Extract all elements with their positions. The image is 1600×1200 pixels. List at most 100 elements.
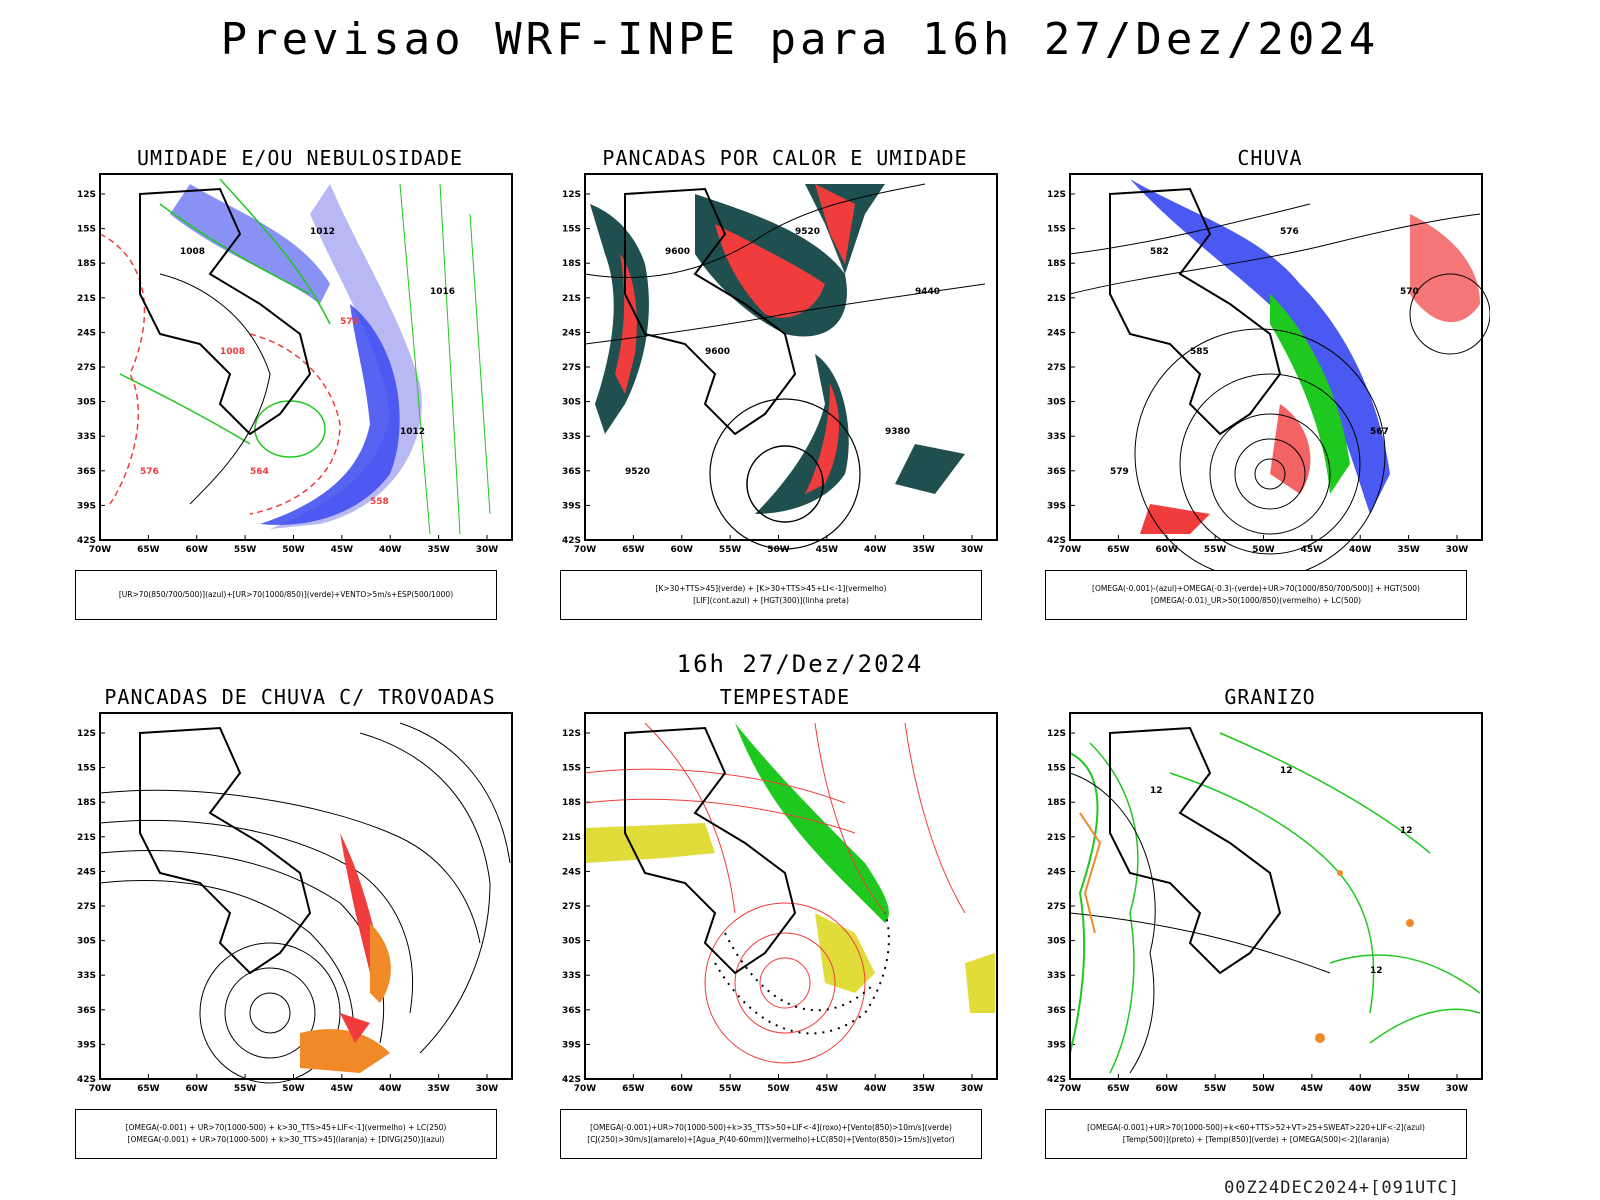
lon-tick-label: 30W [476, 1084, 499, 1094]
lat-tick-label: 12S [1047, 190, 1066, 200]
lat-tick-label: 42S [77, 536, 96, 546]
lon-tick-label: 65W [622, 545, 645, 555]
lon-tick-label: 60W [671, 545, 694, 555]
panel-tempestade: TEMPESTADE 12S 15S 18S 21S 24S 27S 30S 33S 36S 39… [545, 685, 1025, 1175]
panel-pancadas-trovoadas: PANCADAS DE CHUVA C/ TROVOADAS 12S 15S 18S… [60, 685, 540, 1175]
contour-label: 570 [1400, 287, 1419, 297]
lat-tick-label: 39S [562, 501, 581, 511]
map-frame [99, 173, 513, 541]
lon-tick-label: 50W [1252, 1084, 1275, 1094]
lat-tick-label: 30S [1047, 937, 1066, 947]
map-frame [584, 173, 998, 541]
lat-tick-label: 30S [562, 398, 581, 408]
lat-tick-label: 15S [562, 764, 581, 774]
lon-tick-label: 55W [234, 1084, 257, 1094]
legend-line: [CJ(250)>30m/s](amarelo)+[Agua_P(40-60mm… [587, 1135, 955, 1144]
lat-tick-label: 36S [1047, 467, 1066, 477]
lat-tick-label: 21S [1047, 294, 1066, 304]
contour-label: 570 [340, 317, 359, 327]
lat-tick-label: 21S [77, 294, 96, 304]
lon-tick-label: 30W [961, 545, 984, 555]
lon-tick-label: 55W [719, 545, 742, 555]
lat-tick-label: 39S [77, 501, 96, 511]
lat-tick-label: 21S [77, 833, 96, 843]
lon-tick-label: 70W [1059, 1084, 1082, 1094]
legend: [OMEGA(-0.001)-(azul)+OMEGA(-0.3)-(verde… [1045, 570, 1467, 620]
lat-tick-label: 27S [562, 363, 581, 373]
lon-tick-label: 30W [961, 1084, 984, 1094]
lat-tick-label: 27S [77, 363, 96, 373]
legend-line: [OMEGA(-0.001)+UR>70(1000-500)+k<60+TTS>… [1087, 1123, 1425, 1132]
lon-tick-label: 60W [1156, 1084, 1179, 1094]
lon-tick-label: 40W [379, 1084, 402, 1094]
contour-label: 1016 [430, 287, 455, 297]
lat-tick-label: 18S [1047, 798, 1066, 808]
map-frame [1069, 173, 1483, 541]
legend: [OMEGA(-0.001) + UR>70(1000-500) + k>30_… [75, 1109, 497, 1159]
lat-tick-label: 21S [1047, 833, 1066, 843]
lon-tick-label: 55W [1204, 1084, 1227, 1094]
lat-tick-label: 12S [1047, 729, 1066, 739]
lon-tick-label: 70W [89, 545, 112, 555]
panel-title: GRANIZO [1224, 685, 1316, 709]
lon-tick-label: 60W [186, 545, 209, 555]
lat-tick-label: 24S [77, 867, 96, 877]
map-frame [1069, 712, 1483, 1080]
panel-title: TEMPESTADE [719, 685, 851, 709]
lat-tick-label: 39S [77, 1040, 96, 1050]
lat-tick-label: 24S [562, 867, 581, 877]
lon-tick-label: 35W [427, 545, 450, 555]
lat-tick-label: 39S [1047, 501, 1066, 511]
contour-label: 12 [1370, 966, 1383, 976]
map-frame [584, 712, 998, 1080]
lon-tick-label: 40W [864, 545, 887, 555]
mid-date: 16h 27/Dez/2024 [676, 650, 924, 678]
lon-tick-label: 40W [379, 545, 402, 555]
lat-tick-label: 18S [77, 259, 96, 269]
lat-tick-label: 36S [77, 467, 96, 477]
lat-tick-label: 12S [562, 190, 581, 200]
lon-tick-label: 35W [912, 545, 935, 555]
lat-tick-label: 33S [77, 971, 96, 981]
legend-line: [OMEGA(-0.01)_UR>50(1000/850)(vermelho) … [1150, 596, 1362, 605]
lat-tick-label: 12S [562, 729, 581, 739]
contour-label: 12 [1400, 826, 1413, 836]
lon-tick-label: 30W [476, 545, 499, 555]
lon-tick-label: 50W [282, 1084, 305, 1094]
lat-tick-label: 30S [77, 398, 96, 408]
lon-tick-label: 70W [89, 1084, 112, 1094]
contour-label: 12 [1280, 766, 1293, 776]
legend-line: [OMEGA(-0.001)-(azul)+OMEGA(-0.3)-(verde… [1092, 584, 1420, 593]
lat-tick-label: 33S [77, 432, 96, 442]
contour-label: 9380 [885, 427, 910, 437]
legend-line: [OMEGA(-0.001) + UR>70(1000-500) + k>30_… [125, 1123, 447, 1132]
lon-tick-label: 45W [816, 1084, 839, 1094]
contour-label: 558 [370, 497, 389, 507]
lat-tick-label: 36S [77, 1006, 96, 1016]
lon-tick-label: 45W [1301, 1084, 1324, 1094]
legend-line: [OMEGA(-0.001) + UR>70(1000-500) + k>30_… [127, 1135, 445, 1144]
lon-tick-label: 45W [1301, 545, 1324, 555]
lat-tick-label: 18S [1047, 259, 1066, 269]
lat-tick-label: 27S [1047, 902, 1066, 912]
lat-tick-label: 30S [77, 937, 96, 947]
lon-tick-label: 70W [1059, 545, 1082, 555]
lon-tick-label: 65W [1107, 545, 1130, 555]
contour-label: 1008 [180, 247, 205, 257]
contour-label: 9520 [795, 227, 820, 237]
contour-label: 1008 [220, 347, 245, 357]
lat-tick-label: 15S [1047, 764, 1066, 774]
lat-tick-label: 15S [562, 225, 581, 235]
lat-tick-label: 36S [1047, 1006, 1066, 1016]
lat-tick-label: 27S [1047, 363, 1066, 373]
map-frame [99, 712, 513, 1080]
lat-tick-label: 24S [562, 328, 581, 338]
lon-tick-label: 60W [186, 1084, 209, 1094]
lat-tick-label: 24S [77, 328, 96, 338]
lat-tick-label: 24S [1047, 867, 1066, 877]
contour-label: 576 [140, 467, 159, 477]
lat-tick-label: 18S [77, 798, 96, 808]
